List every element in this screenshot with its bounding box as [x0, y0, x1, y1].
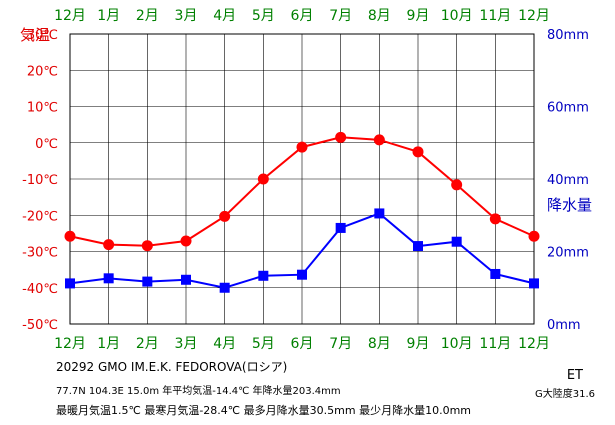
- right-axis-title: 降水量: [547, 196, 592, 214]
- left-axis-tick: -20℃: [22, 209, 58, 224]
- temperature-point: [528, 230, 540, 242]
- station-stats-line: 77.7N 104.3E 15.0m 年平均気温-14.4℃ 年降水量203.4…: [56, 386, 341, 397]
- month-label-bottom: 3月: [175, 336, 198, 352]
- left-axis-tick: -40℃: [22, 282, 58, 297]
- left-axis-tick: 20℃: [27, 64, 58, 79]
- right-axis-tick: 0mm: [547, 318, 581, 333]
- temperature-point: [257, 173, 269, 185]
- right-axis-tick: 20mm: [547, 246, 589, 261]
- month-label-bottom: 12月: [54, 336, 86, 352]
- month-label-top: 12月: [54, 8, 86, 24]
- precipitation-point: [529, 278, 539, 289]
- temperature-point: [296, 141, 308, 153]
- right-axis-tick: 40mm: [547, 173, 589, 188]
- month-label-top: 11月: [479, 8, 511, 24]
- month-label-bottom: 2月: [136, 336, 159, 352]
- month-label-top: 5月: [252, 8, 275, 24]
- temperature-point: [373, 134, 385, 146]
- month-label-top: 6月: [291, 8, 314, 24]
- precipitation-point: [219, 282, 230, 293]
- month-label-bottom: 5月: [252, 336, 275, 352]
- temperature-point: [64, 230, 76, 242]
- month-label-bottom: 4月: [213, 336, 236, 352]
- temperature-point: [451, 179, 463, 191]
- month-label-bottom: 9月: [407, 336, 430, 352]
- precipitation-point: [297, 269, 307, 280]
- precipitation-point: [103, 273, 114, 284]
- left-axis-tick: 30℃: [27, 28, 58, 43]
- precipitation-point: [374, 208, 385, 219]
- climate-class: ET: [566, 368, 583, 383]
- temperature-point: [180, 235, 192, 247]
- precipitation-point: [451, 236, 462, 247]
- temperature-point: [103, 239, 115, 251]
- month-label-bottom: 8月: [368, 336, 391, 352]
- month-label-top: 10月: [441, 8, 473, 24]
- station-name: 20292 GMO IM.E.K. FEDOROVA(ロシア): [56, 360, 288, 374]
- month-label-top: 9月: [407, 8, 430, 24]
- precipitation-point: [65, 278, 75, 289]
- precipitation-point: [258, 270, 269, 281]
- left-axis-tick: -30℃: [22, 246, 58, 261]
- month-label-bottom: 12月: [518, 336, 550, 352]
- temperature-point: [141, 240, 153, 252]
- precipitation-point: [490, 268, 501, 279]
- left-axis-tick: -10℃: [22, 173, 58, 188]
- month-label-top: 12月: [518, 8, 550, 24]
- month-label-bottom: 10月: [441, 336, 473, 352]
- month-label-bottom: 6月: [291, 336, 314, 352]
- temperature-point: [489, 213, 501, 225]
- temperature-point: [412, 146, 424, 158]
- month-label-top: 3月: [175, 8, 198, 24]
- month-label-bottom: 11月: [479, 336, 511, 352]
- precipitation-point: [335, 222, 346, 233]
- precipitation-point: [142, 276, 153, 287]
- continentality-index: G大陸度31.6: [534, 389, 595, 400]
- right-axis-tick: 80mm: [547, 28, 589, 43]
- left-axis-tick: 10℃: [27, 101, 58, 116]
- precipitation-point: [413, 241, 423, 252]
- left-axis-tick: -50℃: [22, 318, 58, 333]
- month-label-top: 8月: [368, 8, 391, 24]
- temperature-point: [219, 210, 231, 222]
- temperature-point: [335, 131, 347, 143]
- month-label-top: 2月: [136, 8, 159, 24]
- month-label-bottom: 7月: [329, 336, 352, 352]
- month-label-bottom: 1月: [97, 336, 120, 352]
- right-axis-tick: 60mm: [547, 101, 589, 116]
- month-label-top: 1月: [97, 8, 120, 24]
- precipitation-point: [181, 274, 191, 285]
- left-axis-title: 気温: [20, 26, 50, 44]
- month-label-top: 4月: [213, 8, 236, 24]
- station-extremes-line: 最暖月気温1.5℃ 最寒月気温-28.4℃ 最多月降水量30.5mm 最少月降水…: [56, 404, 471, 417]
- left-axis-tick: 0℃: [35, 137, 58, 152]
- month-label-top: 7月: [329, 8, 352, 24]
